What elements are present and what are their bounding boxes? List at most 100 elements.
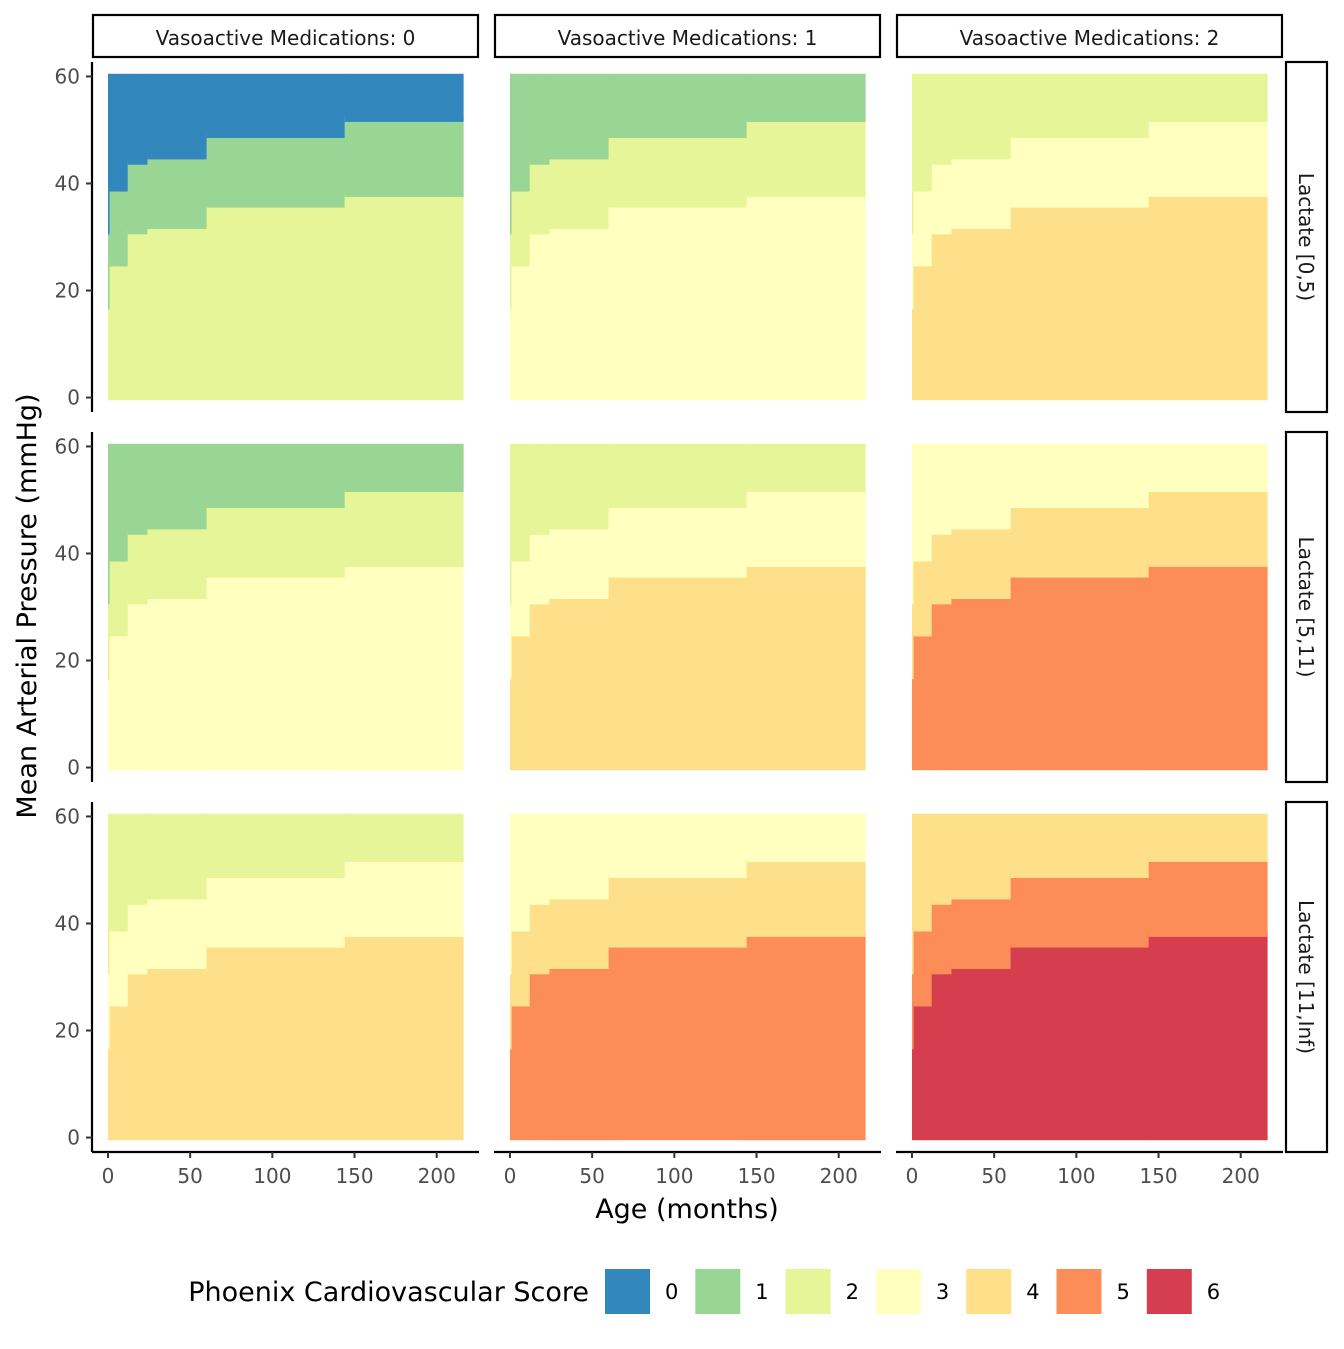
panel-r1-c1 <box>509 443 866 771</box>
tile-r0-c1-bin5-mid <box>746 116 866 197</box>
tile-r1-c1-bin5-mid <box>746 486 866 567</box>
tile-r2-c0-bin0-mid <box>107 968 111 1050</box>
panel-r1-c0 <box>107 443 464 771</box>
tile-r0-c1-bin2-mid <box>529 159 551 235</box>
tile-r2-c1-bin3-high <box>549 813 610 900</box>
tile-r2-c2-bin0-mid <box>911 968 915 1050</box>
legend-label-6: 6 <box>1207 1280 1220 1304</box>
tile-r0-c2-bin1-high <box>913 73 933 192</box>
tile-r1-c0-bin2-high <box>127 443 149 535</box>
legend-title: Phoenix Cardiovascular Score <box>188 1277 589 1308</box>
x-tick-label: 50 <box>579 1164 604 1188</box>
x-tick-label: 50 <box>981 1164 1006 1188</box>
tile-r1-c0-bin4-low <box>206 572 346 771</box>
x-tick-label: 150 <box>1139 1164 1177 1188</box>
tile-r0-c1-bin2-high <box>529 73 551 165</box>
legend-label-1: 1 <box>755 1280 768 1304</box>
tile-r1-c1-bin1-high <box>511 443 531 562</box>
x-tick-label: 100 <box>1057 1164 1095 1188</box>
tile-r1-c0-bin3-high <box>147 443 208 530</box>
legend-key-0 <box>605 1269 650 1314</box>
tile-r1-c1-bin3-low <box>549 593 610 771</box>
tile-r1-c0-bin1-high <box>109 443 129 562</box>
tile-r1-c0-bin2-mid <box>127 529 149 605</box>
tile-r0-c0-bin5-high <box>344 73 464 122</box>
y-tick-label: 60 <box>55 434 80 458</box>
x-tick-label: 150 <box>335 1164 373 1188</box>
tile-r2-c2-bin4-high <box>1010 813 1150 878</box>
tile-r2-c2-bin2-mid <box>931 899 953 975</box>
tile-r0-c1-bin1-low <box>511 261 531 401</box>
tile-r0-c0-bin3-low <box>147 223 208 401</box>
panel-r0-c1 <box>509 73 866 401</box>
tile-r0-c1-bin4-mid <box>608 132 748 208</box>
tile-r2-c1-bin3-mid <box>549 894 610 969</box>
panel-r0-c0 <box>107 73 464 401</box>
y-tick-label: 20 <box>55 279 80 303</box>
x-tick-label: 0 <box>504 1164 517 1188</box>
column-strip-label-0: Vasoactive Medications: 0 <box>156 26 416 50</box>
tile-r0-c2-bin2-mid <box>931 159 953 235</box>
tile-r1-c1-bin0-low <box>509 673 513 771</box>
tile-r2-c2-bin1-mid <box>913 926 933 1007</box>
tile-r1-c1-bin5-high <box>746 443 866 492</box>
row-strip-2 <box>1284 800 1329 1154</box>
row-strip-label-0: Lactate [0,5) <box>1294 173 1318 301</box>
panel-r2-c2 <box>911 813 1268 1141</box>
tile-r2-c0-bin0-high <box>107 813 111 975</box>
panels-layer <box>107 73 1268 1141</box>
tile-r1-c1-bin3-high <box>549 443 610 530</box>
tile-r2-c0-bin4-mid <box>206 872 346 948</box>
tile-r1-c1-bin2-high <box>529 443 551 535</box>
tile-r1-c2-bin3-mid <box>951 524 1012 599</box>
tile-r2-c1-bin4-mid <box>608 872 748 948</box>
x-tick-label: 50 <box>177 1164 202 1188</box>
panel-r2-c0 <box>107 813 464 1141</box>
legend: Phoenix Cardiovascular Score 0 1 2 3 4 5 6 <box>188 1269 1220 1314</box>
tile-r2-c0-bin3-high <box>147 813 208 900</box>
tile-r0-c2-bin4-mid <box>1010 132 1150 208</box>
tile-r0-c0-bin5-low <box>344 191 464 401</box>
tile-r0-c0-bin0-mid <box>107 228 111 310</box>
tile-r0-c0-bin1-mid <box>109 186 129 267</box>
y-tick-label: 0 <box>67 756 80 780</box>
tile-r2-c1-bin0-mid <box>509 968 513 1050</box>
tile-r2-c0-bin3-mid <box>147 894 208 969</box>
tile-r2-c0-bin2-mid <box>127 899 149 975</box>
tile-r2-c2-bin5-low <box>1148 931 1268 1141</box>
tile-r1-c0-bin0-low <box>107 673 111 771</box>
row-strip-0 <box>1284 60 1329 414</box>
tile-r1-c2-bin4-low <box>1010 572 1150 771</box>
tile-r1-c2-bin0-mid <box>911 598 915 680</box>
tile-r2-c0-bin5-high <box>344 813 464 862</box>
tile-r2-c0-bin2-low <box>127 968 149 1141</box>
tile-r0-c2-bin0-low <box>911 303 915 401</box>
tile-r1-c2-bin1-low <box>913 631 933 771</box>
tile-r0-c2-bin0-high <box>911 73 915 235</box>
panel-r0-c2 <box>911 73 1268 401</box>
tile-r0-c2-bin3-mid <box>951 154 1012 229</box>
tile-r2-c1-bin4-low <box>608 942 748 1141</box>
column-strip-label-2: Vasoactive Medications: 2 <box>960 26 1220 50</box>
tile-r2-c2-bin5-mid <box>1148 856 1268 937</box>
tile-r1-c1-bin4-low <box>608 572 748 771</box>
tile-r2-c0-bin0-low <box>107 1043 111 1141</box>
tile-r1-c0-bin2-low <box>127 598 149 771</box>
tile-r1-c1-bin1-mid <box>511 556 531 637</box>
tile-r0-c2-bin1-low <box>913 261 933 401</box>
tile-r1-c2-bin0-low <box>911 673 915 771</box>
tile-r0-c2-bin4-low <box>1010 202 1150 401</box>
tile-r2-c1-bin2-high <box>529 813 551 905</box>
legend-key-6 <box>1146 1269 1192 1314</box>
tile-r0-c1-bin2-low <box>529 228 551 401</box>
tile-r0-c1-bin4-high <box>608 73 748 138</box>
y-tick-label: 0 <box>67 1126 80 1150</box>
tile-r2-c2-bin1-high <box>913 813 933 932</box>
tile-r1-c2-bin5-low <box>1148 561 1268 771</box>
tile-r0-c1-bin5-high <box>746 73 866 122</box>
tile-r1-c0-bin0-high <box>107 443 111 605</box>
tile-r1-c2-bin4-mid <box>1010 502 1150 578</box>
tile-r1-c1-bin4-high <box>608 443 748 508</box>
tile-r0-c1-bin1-high <box>511 73 531 192</box>
tile-r2-c1-bin1-mid <box>511 926 531 1007</box>
